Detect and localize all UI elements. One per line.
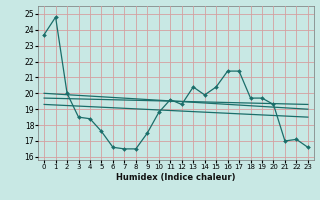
- X-axis label: Humidex (Indice chaleur): Humidex (Indice chaleur): [116, 173, 236, 182]
